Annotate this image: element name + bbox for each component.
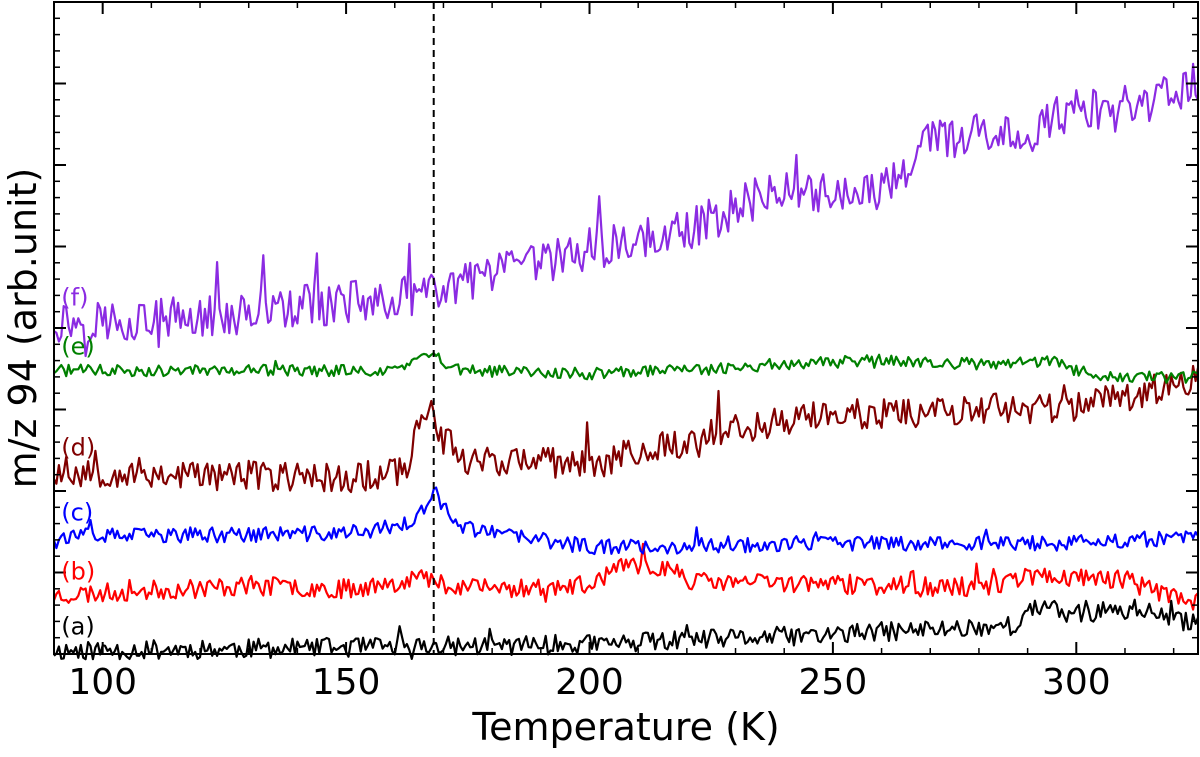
- x-tick-label-0: 100: [68, 662, 137, 703]
- series-label-1: (b): [61, 557, 95, 585]
- series-line-2: [52, 486, 1199, 556]
- y-axis-title: m/z 94 (arb.unit): [1, 168, 45, 489]
- x-tick-label-3: 250: [799, 662, 868, 703]
- labels-layer: (a) (b) (c) (d) (e) (f) 100 150 200 250 300: [61, 283, 1110, 703]
- series-label-5: (f): [61, 283, 88, 311]
- x-axis-title: Temperature (K): [471, 705, 779, 749]
- series-line-0: [53, 598, 1200, 661]
- series-label-2: (c): [61, 499, 93, 527]
- x-tick-label-1: 150: [312, 662, 381, 703]
- series-line-4: [53, 352, 1199, 384]
- series-layer: [52, 62, 1200, 661]
- x-tick-label-2: 200: [555, 662, 624, 703]
- x-tick-label-4: 300: [1042, 662, 1111, 703]
- ticks-layer: [53, 1, 1198, 655]
- series-line-5: [53, 62, 1199, 358]
- series-line-3: [53, 364, 1200, 494]
- series-label-4: (e): [61, 332, 94, 360]
- series-label-0: (a): [61, 613, 94, 641]
- series-label-3: (d): [61, 433, 95, 461]
- series-line-1: [52, 542, 1199, 611]
